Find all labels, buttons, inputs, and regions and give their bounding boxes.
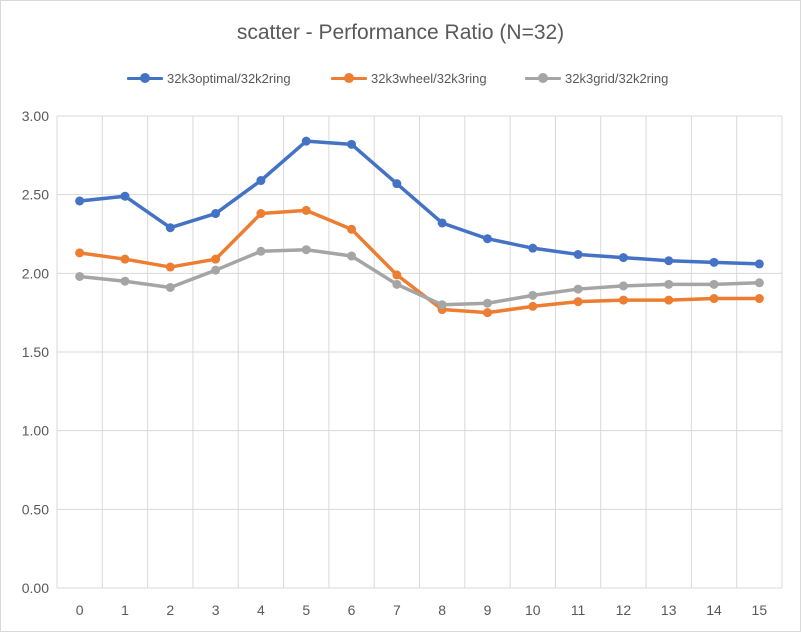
data-point-series-1 <box>573 249 583 259</box>
data-point-series-1 <box>392 179 402 189</box>
legend-label: 32k3wheel/32k3ring <box>371 70 487 86</box>
y-tick-label: 1.50 <box>22 344 49 360</box>
x-tick-label: 0 <box>76 602 84 618</box>
legend-marker-icon <box>525 71 561 85</box>
data-point-series-2 <box>709 294 719 304</box>
data-point-series-2 <box>347 224 357 234</box>
data-point-series-2 <box>75 248 85 258</box>
data-point-series-1 <box>75 196 85 206</box>
data-point-series-1 <box>528 243 538 253</box>
y-tick-label: 2.50 <box>22 187 49 203</box>
data-point-series-3 <box>573 284 583 294</box>
x-tick-label: 15 <box>752 602 768 618</box>
legend-marker-icon <box>127 71 163 85</box>
x-tick-label: 11 <box>571 602 586 618</box>
y-tick-label: 3.00 <box>22 108 49 124</box>
x-tick-label: 6 <box>348 602 356 618</box>
data-point-series-3 <box>392 279 402 289</box>
data-point-series-2 <box>482 308 492 318</box>
data-point-series-3 <box>482 298 492 308</box>
data-point-series-1 <box>709 257 719 267</box>
data-point-series-3 <box>256 246 266 256</box>
y-tick-label: 0.00 <box>22 580 49 596</box>
data-point-series-2 <box>392 270 402 280</box>
x-tick-label: 5 <box>302 602 310 618</box>
y-tick-label: 1.00 <box>22 423 49 439</box>
data-point-series-1 <box>165 223 175 233</box>
data-point-series-2 <box>528 301 538 311</box>
series-line-2 <box>77 208 762 315</box>
data-point-series-1 <box>256 176 266 186</box>
data-point-series-2 <box>165 262 175 272</box>
data-point-series-1 <box>664 256 674 266</box>
data-point-series-3 <box>528 290 538 300</box>
x-tick-label: 10 <box>525 602 541 618</box>
data-point-series-3 <box>347 251 357 261</box>
x-tick-label: 14 <box>706 602 722 618</box>
x-tick-label: 9 <box>484 602 492 618</box>
data-point-series-3 <box>165 282 175 292</box>
data-point-series-2 <box>618 295 628 305</box>
x-tick-label: 13 <box>661 602 677 618</box>
legend-label: 32k3grid/32k2ring <box>565 70 669 86</box>
series-line-3 <box>77 247 762 307</box>
data-point-series-3 <box>618 281 628 291</box>
data-point-series-3 <box>754 278 764 288</box>
data-point-series-2 <box>301 205 311 215</box>
data-point-series-1 <box>482 234 492 244</box>
y-tick-label: 2.00 <box>22 265 49 281</box>
series-line-1 <box>77 139 762 266</box>
legend-marker-icon <box>331 71 367 85</box>
data-point-series-1 <box>618 253 628 263</box>
chart-title: scatter - Performance Ratio (N=32) <box>236 21 565 44</box>
x-tick-label: 3 <box>212 602 220 618</box>
data-point-series-2 <box>211 254 221 264</box>
y-tick-label: 0.50 <box>22 501 49 517</box>
legend-label: 32k3optimal/32k2ring <box>167 70 291 86</box>
legend-item-series-1: 32k3optimal/32k2ring <box>127 67 291 89</box>
data-point-series-2 <box>256 209 266 219</box>
data-point-series-3 <box>664 279 674 289</box>
data-point-series-3 <box>437 300 447 310</box>
data-point-series-2 <box>754 294 764 304</box>
data-point-series-1 <box>301 136 311 146</box>
x-tick-label: 1 <box>121 602 129 618</box>
data-point-series-3 <box>709 279 719 289</box>
x-tick-label: 7 <box>393 602 401 618</box>
data-point-series-3 <box>211 265 221 275</box>
data-point-series-3 <box>75 271 85 281</box>
x-tick-label: 12 <box>616 602 632 618</box>
data-point-series-1 <box>211 209 221 219</box>
x-tick-label: 8 <box>438 602 446 618</box>
x-tick-label: 4 <box>257 602 265 618</box>
data-point-series-2 <box>120 254 130 264</box>
data-point-series-3 <box>301 245 311 255</box>
data-point-series-1 <box>754 259 764 269</box>
data-point-series-3 <box>120 276 130 286</box>
data-point-series-1 <box>437 218 447 228</box>
data-point-series-1 <box>120 191 130 201</box>
x-tick-label: 2 <box>166 602 174 618</box>
legend-item-series-3: 32k3grid/32k2ring <box>525 67 668 89</box>
chart-legend: 32k3optimal/32k2ring 32k3wheel/32k3ring … <box>1 67 800 89</box>
data-point-series-1 <box>347 139 357 149</box>
legend-item-series-2: 32k3wheel/32k3ring <box>331 67 487 89</box>
data-point-series-2 <box>573 297 583 307</box>
data-point-series-2 <box>664 295 674 305</box>
